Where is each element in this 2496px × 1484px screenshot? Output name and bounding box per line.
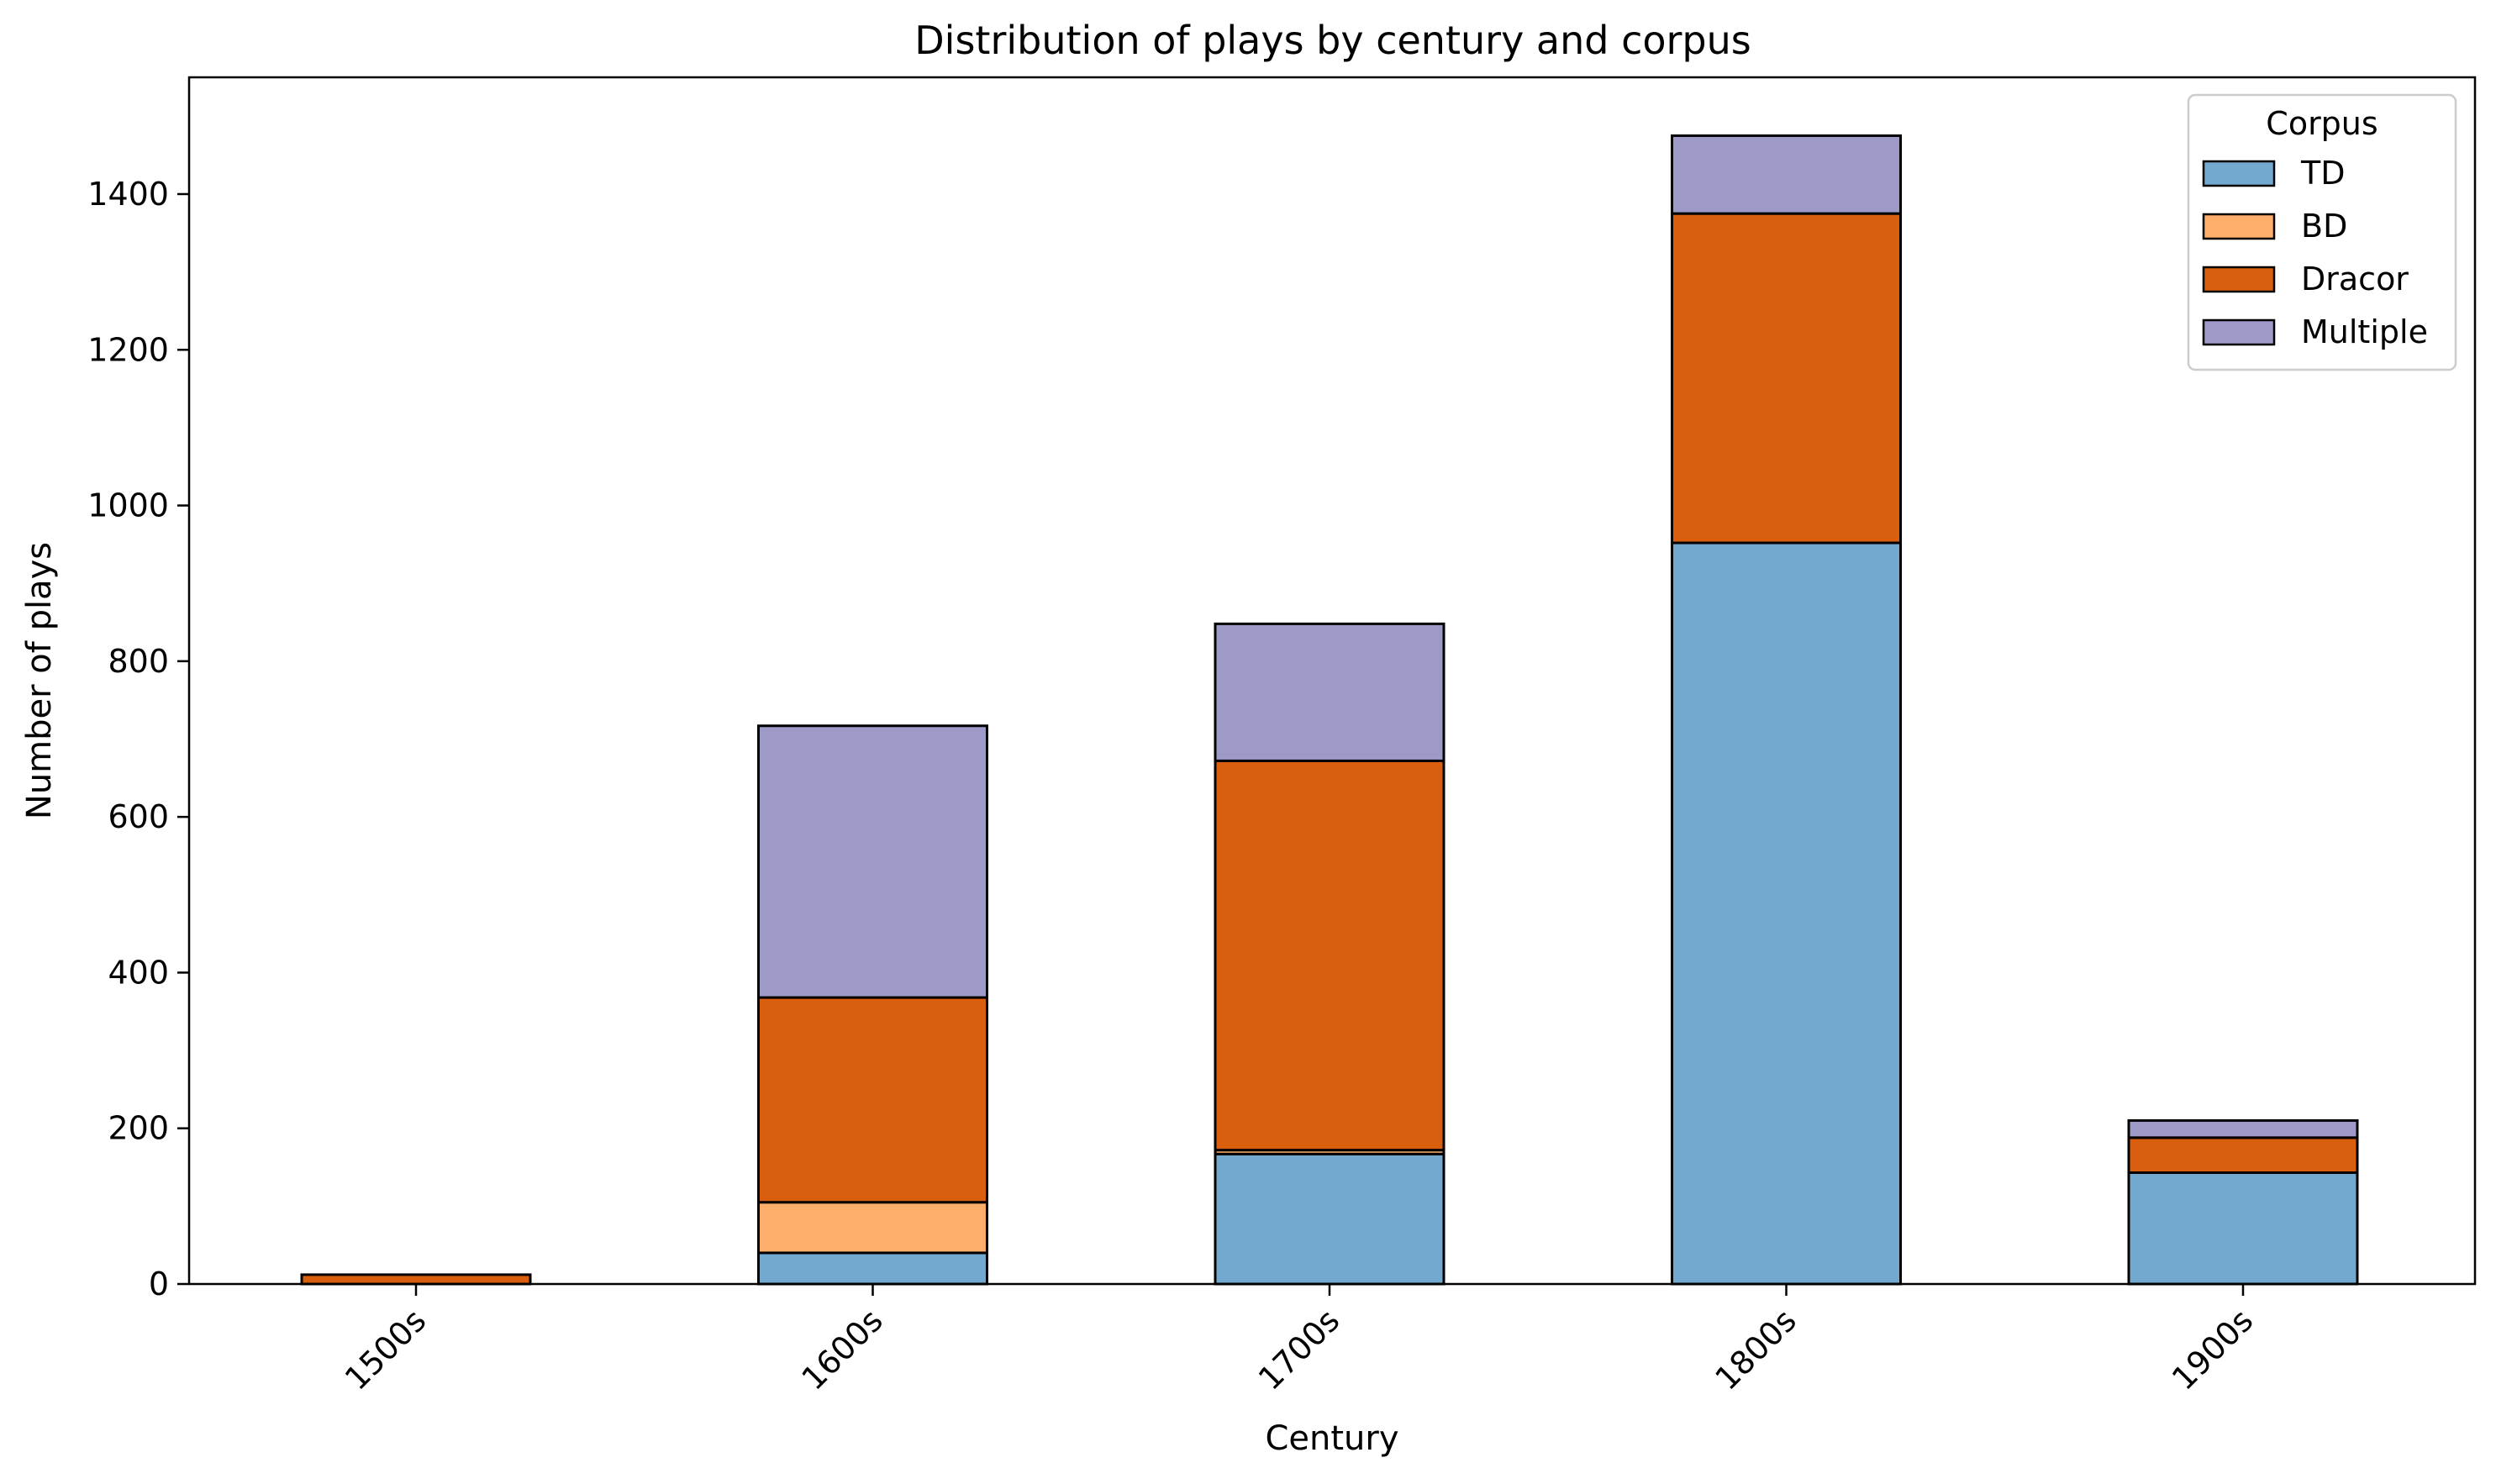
legend-label-multiple: Multiple xyxy=(2301,313,2428,350)
bar-1600s-td xyxy=(757,1251,988,1286)
plot-area-frame xyxy=(187,76,2477,1286)
legend-label-dracor: Dracor xyxy=(2301,260,2409,297)
y-axis: 0 200 400 600 800 1000 1200 1400 xyxy=(87,176,189,1302)
y-axis-title: Number of plays xyxy=(20,542,59,819)
legend-label-bd: BD xyxy=(2301,208,2347,245)
bar-1700s-multiple xyxy=(1214,622,1445,762)
legend-swatch-multiple xyxy=(2202,318,2276,346)
bar-1800s-dracor xyxy=(1671,212,1902,545)
bar-1900s-multiple xyxy=(2127,1118,2359,1139)
bar-1700s-dracor xyxy=(1214,759,1445,1152)
x-tick-label: 1900s xyxy=(2165,1302,2261,1397)
x-axis: 1500s 1600s 1700s 1800s 1900s xyxy=(338,1284,2261,1397)
y-tick-label: 400 xyxy=(108,954,169,991)
y-tick-label: 0 xyxy=(149,1266,169,1302)
y-tick-label: 600 xyxy=(108,798,169,835)
legend-title: Corpus xyxy=(2266,105,2378,142)
x-tick-label: 1700s xyxy=(1251,1302,1347,1397)
x-axis-title: Century xyxy=(1265,1419,1398,1458)
bar-1600s-bd xyxy=(757,1201,988,1255)
x-tick-label: 1800s xyxy=(1708,1302,1804,1397)
legend-label-td: TD xyxy=(2300,155,2345,192)
bar-1900s-dracor xyxy=(2127,1136,2359,1175)
legend: Corpus TD BD Dracor Multiple xyxy=(2187,93,2457,371)
bar-1600s-dracor xyxy=(757,996,988,1204)
legend-swatch-dracor xyxy=(2202,266,2276,293)
x-tick-label: 1500s xyxy=(338,1302,434,1397)
x-tick-label: 1600s xyxy=(794,1302,890,1397)
bar-1700s-td xyxy=(1214,1152,1445,1286)
legend-swatch-td xyxy=(2202,160,2276,187)
bar-1800s-multiple xyxy=(1671,134,1902,215)
y-tick-label: 1200 xyxy=(87,331,169,368)
bars-layer xyxy=(300,134,2359,1286)
y-tick-label: 800 xyxy=(108,643,169,680)
y-tick-label: 1400 xyxy=(87,176,169,213)
bar-1500s-dracor xyxy=(300,1273,532,1286)
bar-1600s-multiple xyxy=(757,724,988,999)
y-tick-label: 200 xyxy=(108,1110,169,1147)
bar-1900s-td xyxy=(2127,1171,2359,1286)
bar-1800s-td xyxy=(1671,541,1902,1286)
legend-swatch-bd xyxy=(2202,213,2276,240)
y-tick-label: 1000 xyxy=(87,487,169,524)
chart-title: Distribution of plays by century and cor… xyxy=(914,18,1751,63)
